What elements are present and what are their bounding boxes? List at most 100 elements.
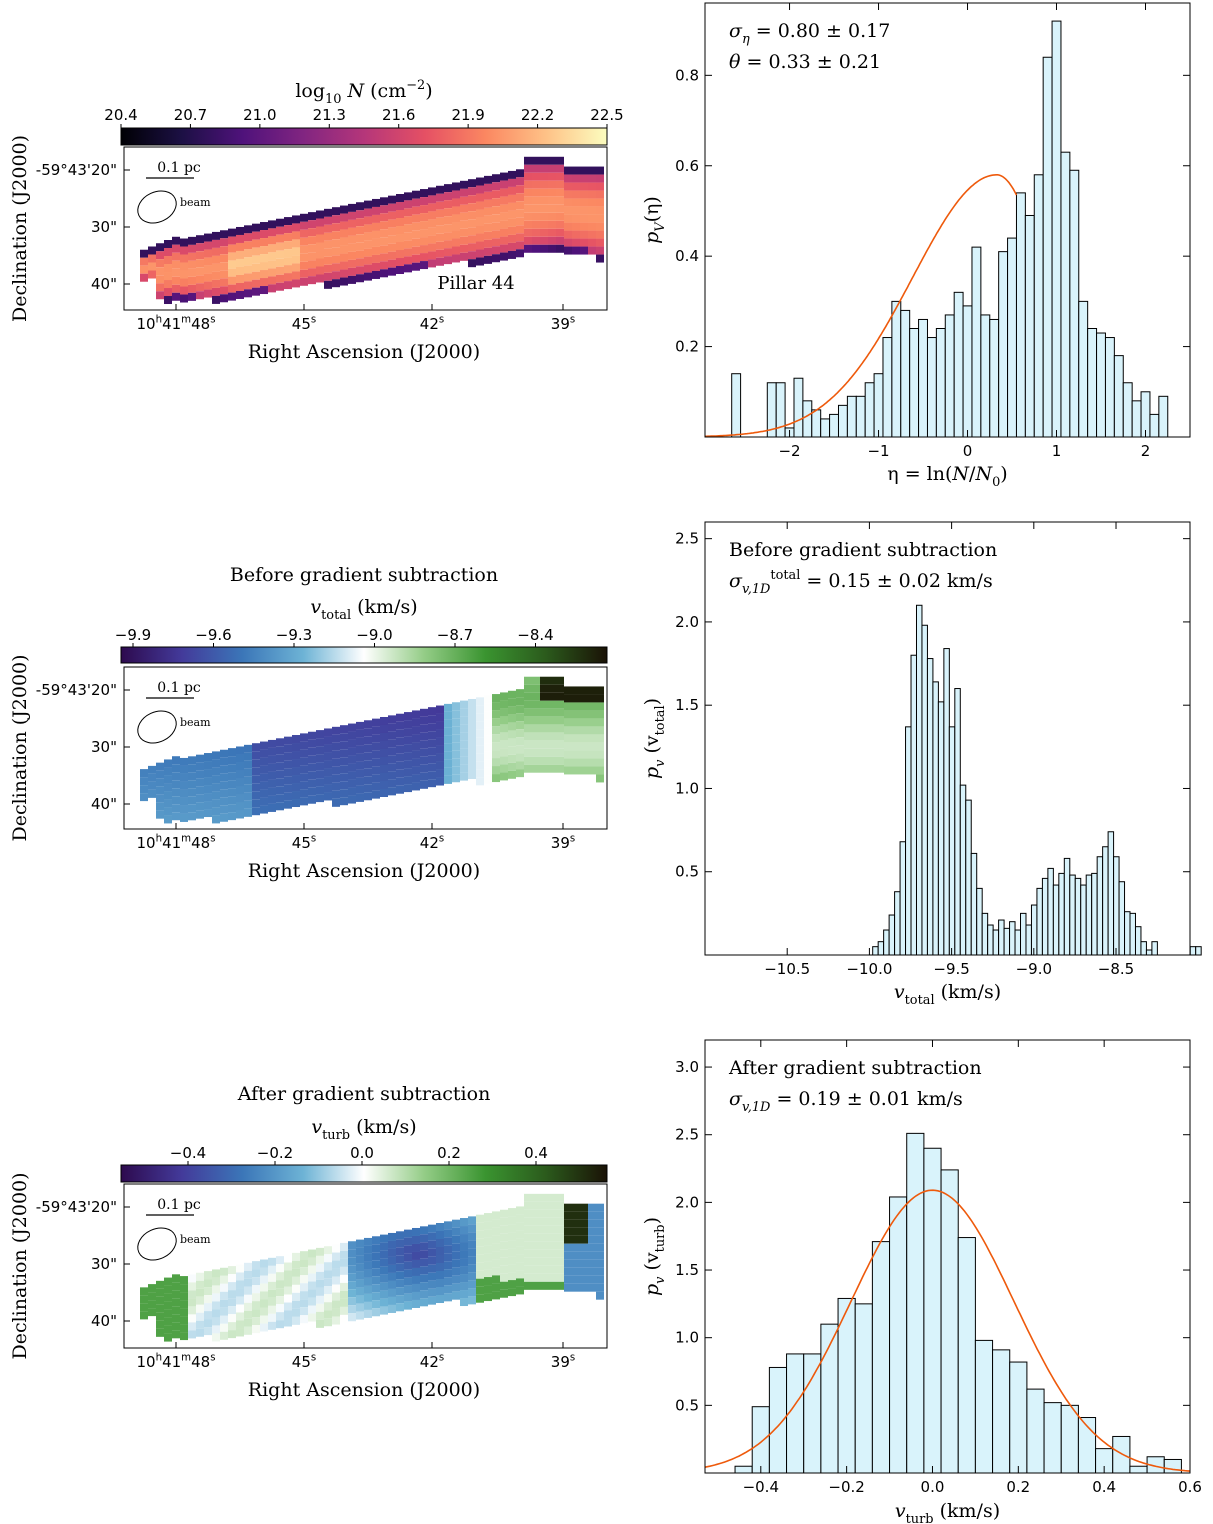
text-part: ) [425, 80, 432, 102]
histogram-xlabel: vtotal (km/s) [894, 981, 1001, 1008]
map-pixel [260, 286, 268, 295]
map-pixel [180, 1324, 188, 1333]
histogram-bar [926, 337, 937, 438]
histogram-xtick-label: 0.0 [921, 1478, 945, 1496]
map-pixel [204, 233, 212, 242]
map-pixel [564, 734, 572, 743]
map-pixel [340, 1298, 348, 1307]
map-pixel [332, 207, 340, 216]
map-pixel [404, 712, 412, 721]
map-pixel [332, 742, 340, 751]
map-xtick-label: 39s [551, 834, 575, 852]
map-pixel [476, 705, 484, 714]
map-pixel [580, 1283, 588, 1292]
map-pixel [364, 1277, 372, 1286]
map-pixel [420, 756, 428, 765]
map-pixel [444, 1277, 452, 1286]
map-pixel [372, 246, 380, 255]
map-pixel [404, 1285, 412, 1294]
map-pixel [172, 244, 180, 253]
text-part: = 0.80 ± 0.17 [750, 20, 891, 42]
map-pixel [340, 213, 348, 222]
map-pixel [364, 1261, 372, 1270]
text-part: 42 [420, 834, 439, 852]
map-pixel [556, 756, 564, 765]
map-pixel [596, 1235, 604, 1244]
map-pixel [484, 727, 492, 736]
map-pixel [340, 797, 348, 806]
map-pixel [388, 267, 396, 276]
map-pixel [524, 212, 532, 221]
text-part: η = ln( [887, 463, 952, 485]
map-pixel [532, 228, 540, 237]
map-pixel [180, 278, 188, 287]
map-pixel [356, 737, 364, 746]
map-pixel [452, 182, 460, 191]
map-pixel [412, 254, 420, 263]
map-pixel [348, 211, 356, 220]
map-pixel [388, 723, 396, 732]
map-pixel [196, 754, 204, 763]
histogram-ytick-label: 0.2 [675, 338, 699, 356]
map-pixel [444, 1293, 452, 1302]
histogram-ylabel: pv (vtotal) [641, 698, 668, 779]
map-pixel [244, 784, 252, 793]
map-pixel [500, 1217, 508, 1226]
map-pixel [412, 1299, 420, 1308]
map-pixel [412, 214, 420, 223]
map-pixel [468, 211, 476, 220]
map-pixel [372, 1284, 380, 1293]
histogram-bar [1124, 911, 1131, 956]
map-pixel [404, 760, 412, 769]
map-pixel [532, 700, 540, 709]
map-pixel [324, 272, 332, 281]
map-pixel [508, 1288, 516, 1297]
map-pixel [540, 1249, 548, 1258]
text-part: 45 [292, 315, 311, 333]
histogram-ytick-label: 0.4 [675, 247, 699, 265]
map-pixel [556, 740, 564, 749]
map-pixel [500, 180, 508, 189]
map-pixel [244, 768, 252, 777]
map-pixel [180, 765, 188, 774]
map-pixel [460, 220, 468, 229]
map-pixel [492, 206, 500, 215]
histogram-bars [734, 1132, 1182, 1474]
map-pixel [564, 1251, 572, 1260]
map-pixel [212, 1317, 220, 1326]
map-pixel [484, 695, 492, 704]
map-xtick-label: 45s [292, 315, 316, 333]
map-pixel [364, 208, 372, 217]
map-pixel [596, 1275, 604, 1284]
map-pixel [524, 684, 532, 693]
map-pixel [404, 1301, 412, 1310]
histogram-ytick-label: 1.5 [675, 696, 699, 714]
map-pixel [564, 1219, 572, 1228]
map-pixel [548, 172, 556, 181]
map-pixel [172, 1274, 180, 1283]
map-pixel [524, 756, 532, 765]
map-pixel [204, 1311, 212, 1320]
map-pixel [300, 797, 308, 806]
histogram-bar [962, 305, 973, 438]
map-pixel [428, 739, 436, 748]
map-pixel [172, 812, 180, 821]
histogram-bar [802, 400, 813, 438]
map-pixel [356, 1279, 364, 1288]
map-pixel [484, 767, 492, 776]
map-pixel [524, 700, 532, 709]
map-pixel [404, 1245, 412, 1254]
histogram-bar [957, 1237, 976, 1474]
text-part: s [439, 834, 444, 845]
map-pixel [500, 700, 508, 709]
map-pixel [156, 810, 164, 819]
map-pixel [388, 1272, 396, 1281]
map-pixel [308, 771, 316, 780]
histogram-xtick-label: 0.2 [1006, 1478, 1030, 1496]
map-pixel [492, 1267, 500, 1276]
map-pixel [484, 1269, 492, 1278]
text-part: total [905, 993, 935, 1008]
map-pixel [260, 1267, 268, 1276]
map-pixel [396, 258, 404, 267]
